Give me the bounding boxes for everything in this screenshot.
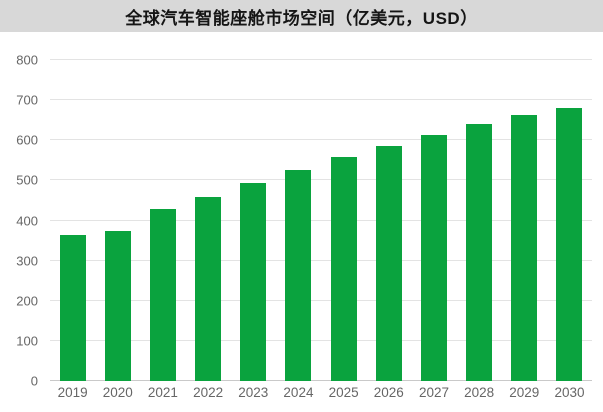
chart-title: 全球汽车智能座舱市场空间（亿美元，USD） bbox=[125, 8, 478, 28]
x-tick-label-2019: 2019 bbox=[57, 385, 88, 400]
bar-slot-2019 bbox=[50, 60, 95, 381]
x-tick-label-2028: 2028 bbox=[464, 385, 495, 400]
bar-slot-2024 bbox=[276, 60, 321, 381]
y-tick-label-0: 0 bbox=[30, 373, 38, 389]
x-axis-line bbox=[50, 380, 592, 381]
gridline-200 bbox=[50, 299, 592, 301]
y-tick-label-700: 700 bbox=[16, 92, 38, 108]
x-tick-label-2027: 2027 bbox=[418, 385, 449, 400]
y-axis: 0 100 200 300 400 500 600 700 800 bbox=[0, 54, 38, 388]
bar-slot-2020 bbox=[95, 60, 140, 381]
bar-2022 bbox=[195, 196, 222, 381]
x-tick-label-2021: 2021 bbox=[147, 385, 178, 400]
bar-slot-2022 bbox=[186, 60, 231, 381]
y-tick-label-100: 100 bbox=[16, 333, 38, 349]
bar-2030 bbox=[556, 108, 583, 381]
y-tick-label-500: 500 bbox=[16, 172, 38, 188]
bar-slot-2029 bbox=[502, 60, 547, 381]
bar-2029 bbox=[511, 114, 538, 381]
y-tick-label-300: 300 bbox=[16, 253, 38, 269]
x-tick-label-2024: 2024 bbox=[283, 385, 314, 400]
gridline-100 bbox=[50, 339, 592, 341]
y-tick-label-400: 400 bbox=[16, 213, 38, 228]
gridline-700 bbox=[50, 99, 592, 101]
bars-row bbox=[50, 60, 592, 381]
x-tick-label-2020: 2020 bbox=[102, 385, 133, 400]
x-tick-label-2029: 2029 bbox=[509, 385, 540, 400]
x-tick-label-2030: 2030 bbox=[554, 385, 585, 400]
bar-2027 bbox=[420, 135, 447, 381]
bar-slot-2025 bbox=[321, 60, 366, 381]
bar-2020 bbox=[104, 230, 131, 381]
bar-slot-2028 bbox=[457, 60, 502, 381]
plot-area bbox=[50, 59, 592, 381]
bar-2024 bbox=[285, 169, 312, 381]
bar-2023 bbox=[240, 183, 267, 381]
gridline-600 bbox=[50, 139, 592, 141]
x-tick-label-2025: 2025 bbox=[328, 385, 359, 400]
gridline-300 bbox=[50, 259, 592, 261]
bar-2028 bbox=[466, 124, 493, 381]
y-tick-label-800: 800 bbox=[16, 52, 38, 68]
x-tick-label-2026: 2026 bbox=[373, 385, 404, 400]
chart-title-bar: 全球汽车智能座舱市场空间（亿美元，USD） bbox=[0, 0, 603, 32]
bar-slot-2021 bbox=[140, 60, 185, 381]
bar-slot-2027 bbox=[411, 60, 456, 381]
y-tick-label-600: 600 bbox=[16, 132, 38, 148]
x-axis: 2019 2020 2021 2022 2023 2024 2025 2026 2027 2028… bbox=[50, 385, 592, 401]
bar-slot-2023 bbox=[231, 60, 276, 381]
bar-slot-2026 bbox=[366, 60, 411, 381]
bar-2019 bbox=[59, 235, 86, 381]
bar-2021 bbox=[149, 209, 176, 381]
bar-slot-2030 bbox=[547, 60, 592, 381]
x-tick-label-2022: 2022 bbox=[193, 385, 224, 400]
gridline-800 bbox=[50, 59, 592, 60]
gridline-400 bbox=[50, 219, 592, 221]
gridline-500 bbox=[50, 179, 592, 181]
y-tick-label-200: 200 bbox=[16, 293, 38, 309]
bar-2025 bbox=[330, 157, 357, 381]
bar-2026 bbox=[375, 146, 402, 381]
x-tick-label-2023: 2023 bbox=[238, 385, 269, 400]
